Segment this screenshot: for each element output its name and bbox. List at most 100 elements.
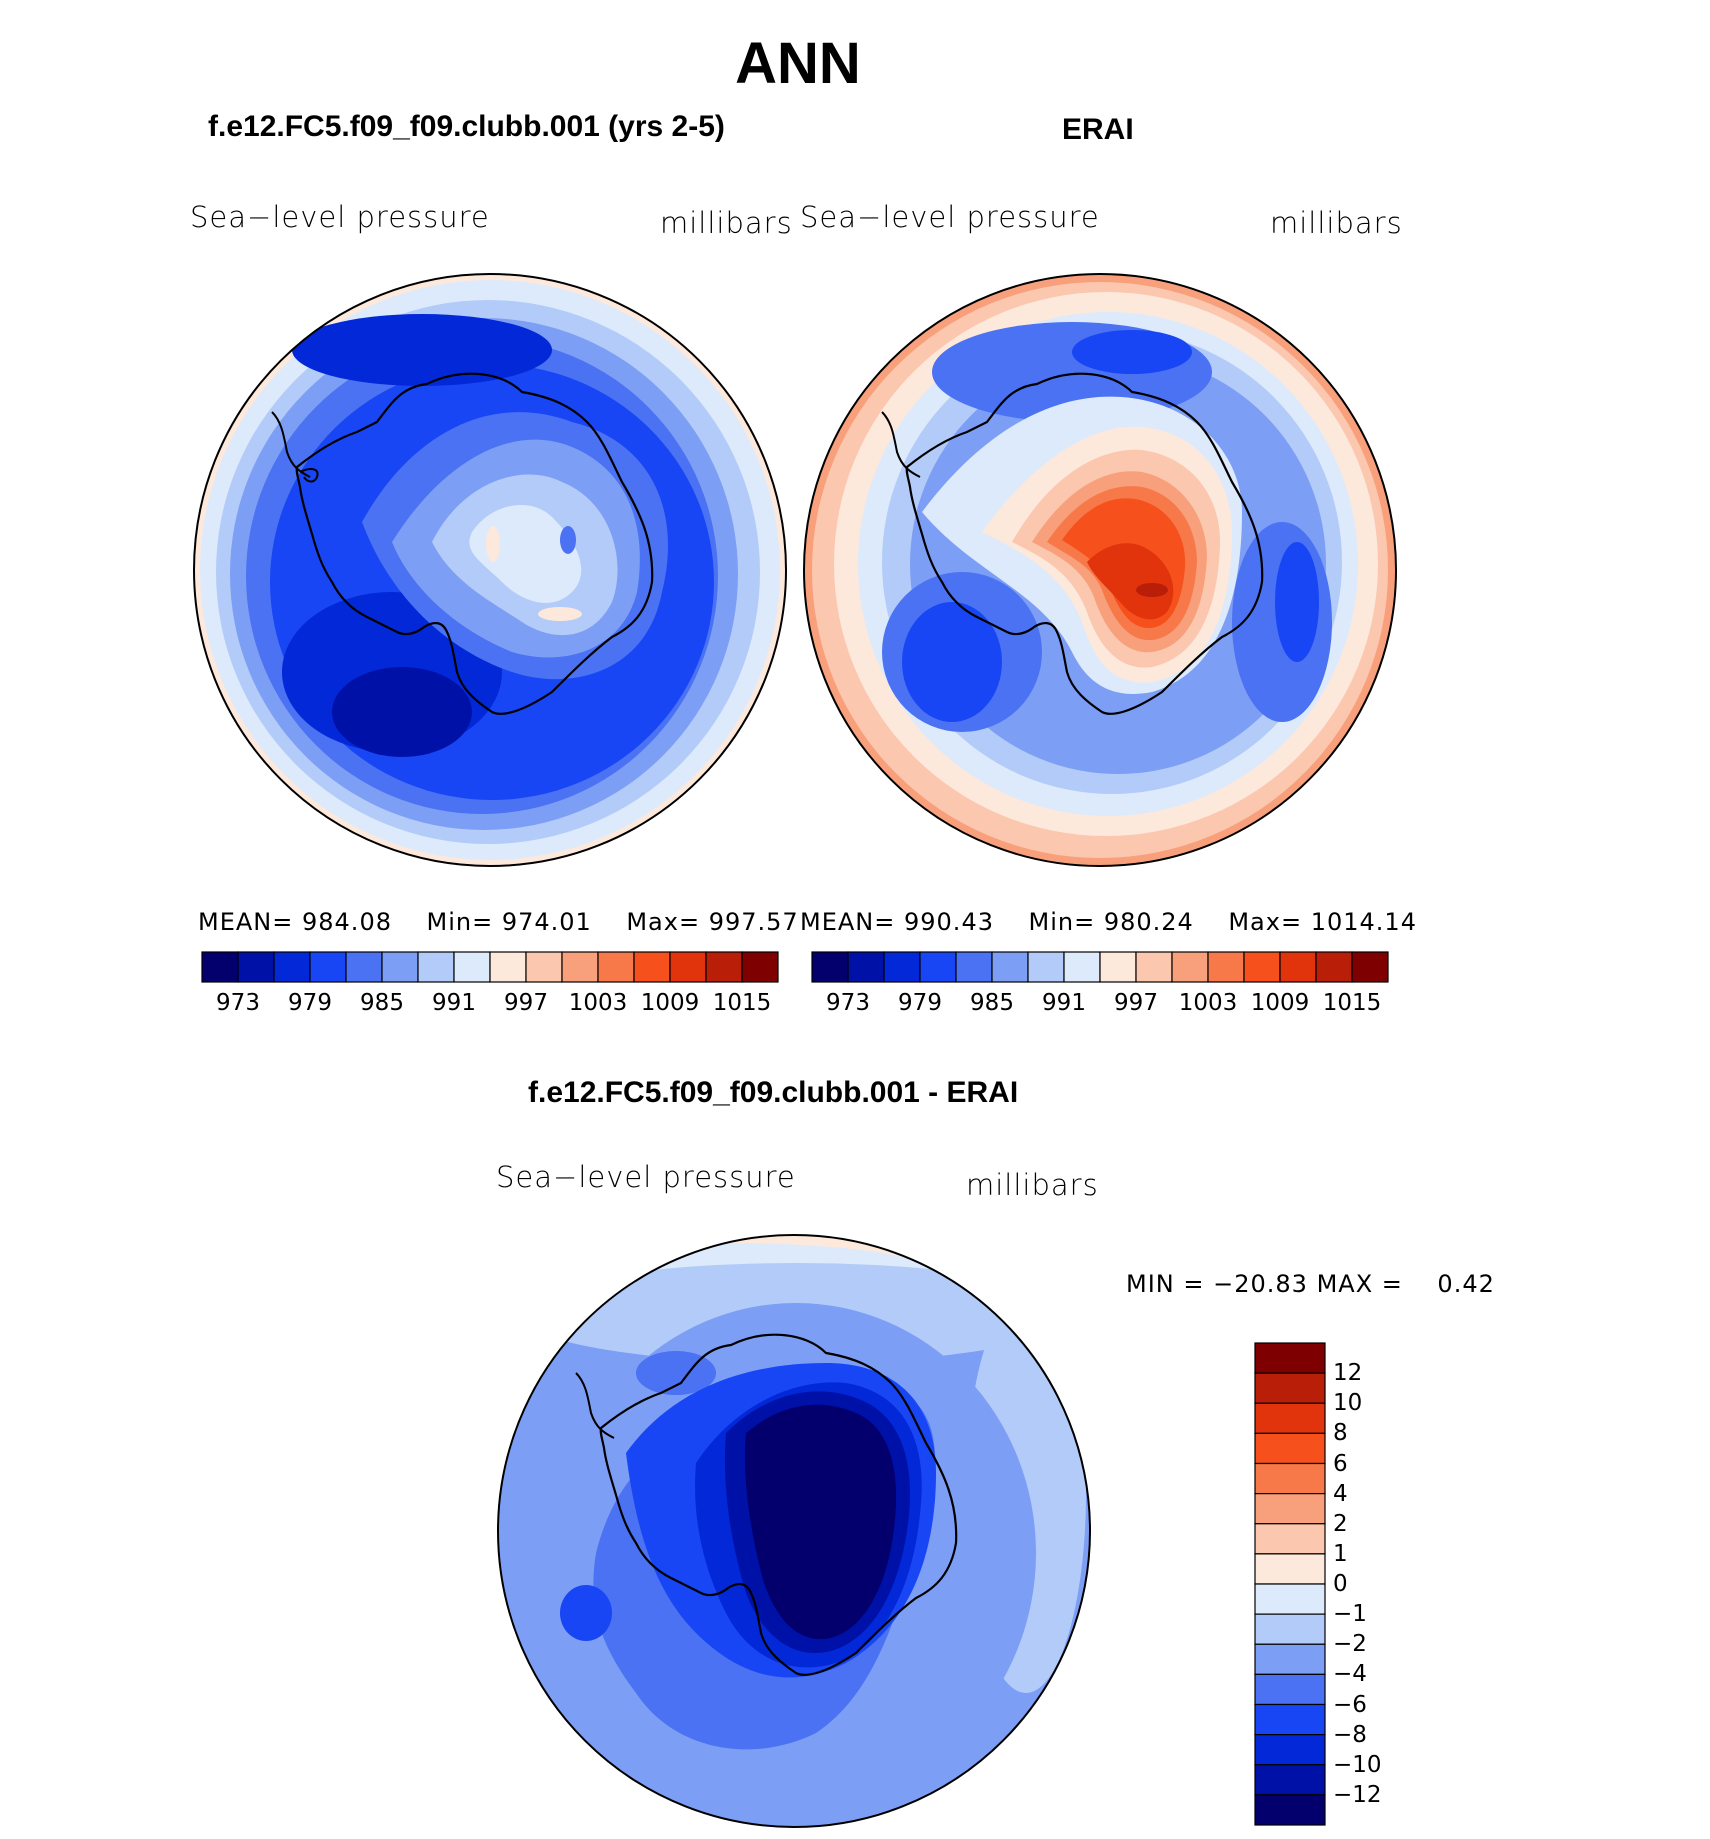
panel-3-colorbar-tick-label: 2 [1333, 1510, 1348, 1537]
panel-1-min-label: Min= [426, 908, 494, 936]
panel-2-colorbar-tick-label: 997 [1114, 990, 1158, 1016]
panel-2-min-value: 980.24 [1103, 908, 1194, 936]
panel-2-colorbar-swatch [1027, 951, 1065, 983]
panel-2-colorbar-tick-label: 1015 [1322, 990, 1382, 1016]
panel-2-polar-map [803, 273, 1397, 867]
panel-2-colorbar-swatch [883, 951, 921, 983]
panel-1-units-label: millibars [660, 206, 793, 240]
panel-1-colorbar-swatch [597, 951, 635, 983]
panel-2-colorbar-swatch [1207, 951, 1245, 983]
panel-2-stats: MEAN= 990.43 Min= 980.24 Max= 1014.14 [800, 908, 1417, 936]
panel-3-colorbar-tick-label: −10 [1333, 1751, 1382, 1778]
panel-1-variable-label: Sea−level pressure [190, 200, 490, 234]
panel-2-colorbar-tick-label: 979 [898, 990, 942, 1016]
panel-3-colorbar-swatch [1254, 1703, 1326, 1736]
panel-3-colorbar-swatch [1254, 1673, 1326, 1706]
panel-1-colorbar-swatch [705, 951, 743, 983]
panel-2-colorbar-ticks: 973 979 985 991 997 1003 1009 1015 [812, 990, 1388, 1020]
panel-3-colorbar-swatch [1254, 1553, 1326, 1585]
panel-3-colorbar-swatch [1254, 1402, 1326, 1434]
panel-1-min-value: 974.01 [501, 908, 592, 936]
panel-3-max-label: MAX = [1316, 1270, 1403, 1298]
panel-3-colorbar-swatch [1254, 1462, 1326, 1495]
panel-2-colorbar-swatch [1171, 951, 1209, 983]
panel-1-colorbar-swatch [201, 951, 239, 983]
panel-1-colorbar-swatch [489, 951, 527, 983]
panel-3-min-label: MIN = [1126, 1270, 1205, 1298]
panel-3-colorbar-ticks: 12 10 8 6 4 2 1 0 −1 −2 −4 −6 −8 −10 −12 [1333, 1343, 1413, 1825]
panel-3-colorbar-swatch [1254, 1432, 1326, 1465]
panel-2-variable-label: Sea−level pressure [800, 200, 1100, 234]
panel-3-min-value: −20.83 [1213, 1270, 1308, 1298]
panel-1-colorbar-ticks: 973 979 985 991 997 1003 1009 1015 [202, 990, 778, 1020]
panel-1-mean-value: 984.08 [302, 908, 392, 936]
panel-1-colorbar-swatch [381, 951, 419, 983]
panel-1-colorbar-tick-label: 997 [504, 990, 548, 1016]
panel-3-colorbar-tick-label: −8 [1333, 1721, 1367, 1748]
panel-1-colorbar-tick-label: 973 [216, 990, 260, 1016]
panel-2-colorbar-swatch [1279, 951, 1317, 983]
panel-1-colorbar-tick-label: 991 [432, 990, 476, 1016]
panel-3-colorbar-tick-label: 1 [1333, 1540, 1348, 1567]
panel-3-colorbar-tick-label: −12 [1333, 1781, 1382, 1808]
panel-1-mean-label: MEAN= [198, 908, 294, 936]
panel-2-colorbar [811, 951, 1389, 983]
panel-1-stats: MEAN= 984.08 Min= 974.01 Max= 997.57 [198, 908, 799, 936]
panel-3-colorbar-swatch [1254, 1764, 1326, 1796]
panel-3-colorbar-tick-label: 0 [1333, 1571, 1348, 1597]
panel-1-polar-map [193, 273, 787, 867]
panel-2-colorbar-swatch [811, 951, 849, 983]
panel-2-units-label: millibars [1270, 206, 1403, 240]
panel-1-colorbar-tick-label: 1015 [712, 990, 772, 1016]
panel-2-colorbar-swatch [1063, 951, 1101, 983]
panel-3-colorbar-swatch [1254, 1523, 1326, 1555]
panel-1-colorbar-swatch [525, 951, 563, 983]
panel-2-colorbar-swatch [991, 951, 1029, 983]
panel-2-mean-label: MEAN= [800, 908, 896, 936]
panel-1-colorbar [201, 951, 779, 983]
panel-3-colorbar-tick-label: −4 [1333, 1661, 1367, 1688]
panel-3-colorbar-tick-label: −6 [1333, 1691, 1367, 1718]
panel-1-colorbar-swatch [561, 951, 599, 983]
panel-2-colorbar-tick-label: 985 [970, 990, 1014, 1016]
panel-2-colorbar-tick-label: 1009 [1250, 990, 1310, 1016]
panel-3-colorbar-swatch [1254, 1342, 1326, 1374]
panel-3-colorbar-tick-label: −1 [1333, 1601, 1367, 1628]
panel-2-colorbar-tick-label: 1003 [1178, 990, 1238, 1016]
panel-1-colorbar-swatch [309, 951, 347, 983]
panel-3-colorbar-swatch [1254, 1613, 1326, 1645]
panel-3-colorbar-tick-label: 4 [1333, 1480, 1348, 1507]
panel-1-colorbar-tick-label: 979 [288, 990, 332, 1016]
panel-3-colorbar-tick-label: −2 [1333, 1631, 1367, 1658]
panel-1-colorbar-swatch [453, 951, 491, 983]
panel-2-colorbar-swatch [1315, 951, 1353, 983]
panel-2-colorbar-swatch [847, 951, 885, 983]
panel-3-stats: MIN = −20.83 MAX = 0.42 [1126, 1270, 1495, 1298]
panel-1-title: f.e12.FC5.f09_f09.clubb.001 (yrs 2-5) [208, 110, 725, 143]
panel-2-colorbar-swatch [1099, 951, 1137, 983]
panel-3-colorbar-swatch [1254, 1734, 1326, 1766]
panel-1-max-label: Max= [626, 908, 701, 936]
main-title: ANN [735, 31, 861, 96]
panel-1-colorbar-swatch [633, 951, 671, 983]
panel-1-colorbar-swatch [345, 951, 383, 983]
panel-2-colorbar-tick-label: 991 [1042, 990, 1086, 1016]
panel-3-colorbar-swatch [1254, 1794, 1326, 1826]
panel-1-colorbar-swatch [237, 951, 275, 983]
panel-2-min-label: Min= [1028, 908, 1096, 936]
panel-1-colorbar-swatch [669, 951, 707, 983]
panel-3-colorbar-tick-label: 8 [1333, 1420, 1348, 1447]
panel-1-colorbar-swatch [273, 951, 311, 983]
panel-3-colorbar-tick-label: 6 [1333, 1450, 1348, 1477]
panel-2-mean-value: 990.43 [904, 908, 994, 936]
panel-2-colorbar-swatch [919, 951, 957, 983]
panel-3-polar-map [497, 1234, 1091, 1828]
panel-3-colorbar-tick-label: 10 [1333, 1390, 1363, 1417]
panel-1-max-value: 997.57 [708, 908, 799, 936]
panel-1-colorbar-tick-label: 1009 [640, 990, 700, 1016]
panel-3-max-value: 0.42 [1437, 1270, 1495, 1298]
panel-2-max-label: Max= [1228, 908, 1303, 936]
panel-3-colorbar-swatch [1254, 1583, 1326, 1615]
panel-3-colorbar-swatch [1254, 1372, 1326, 1404]
panel-2-colorbar-tick-label: 973 [826, 990, 870, 1016]
